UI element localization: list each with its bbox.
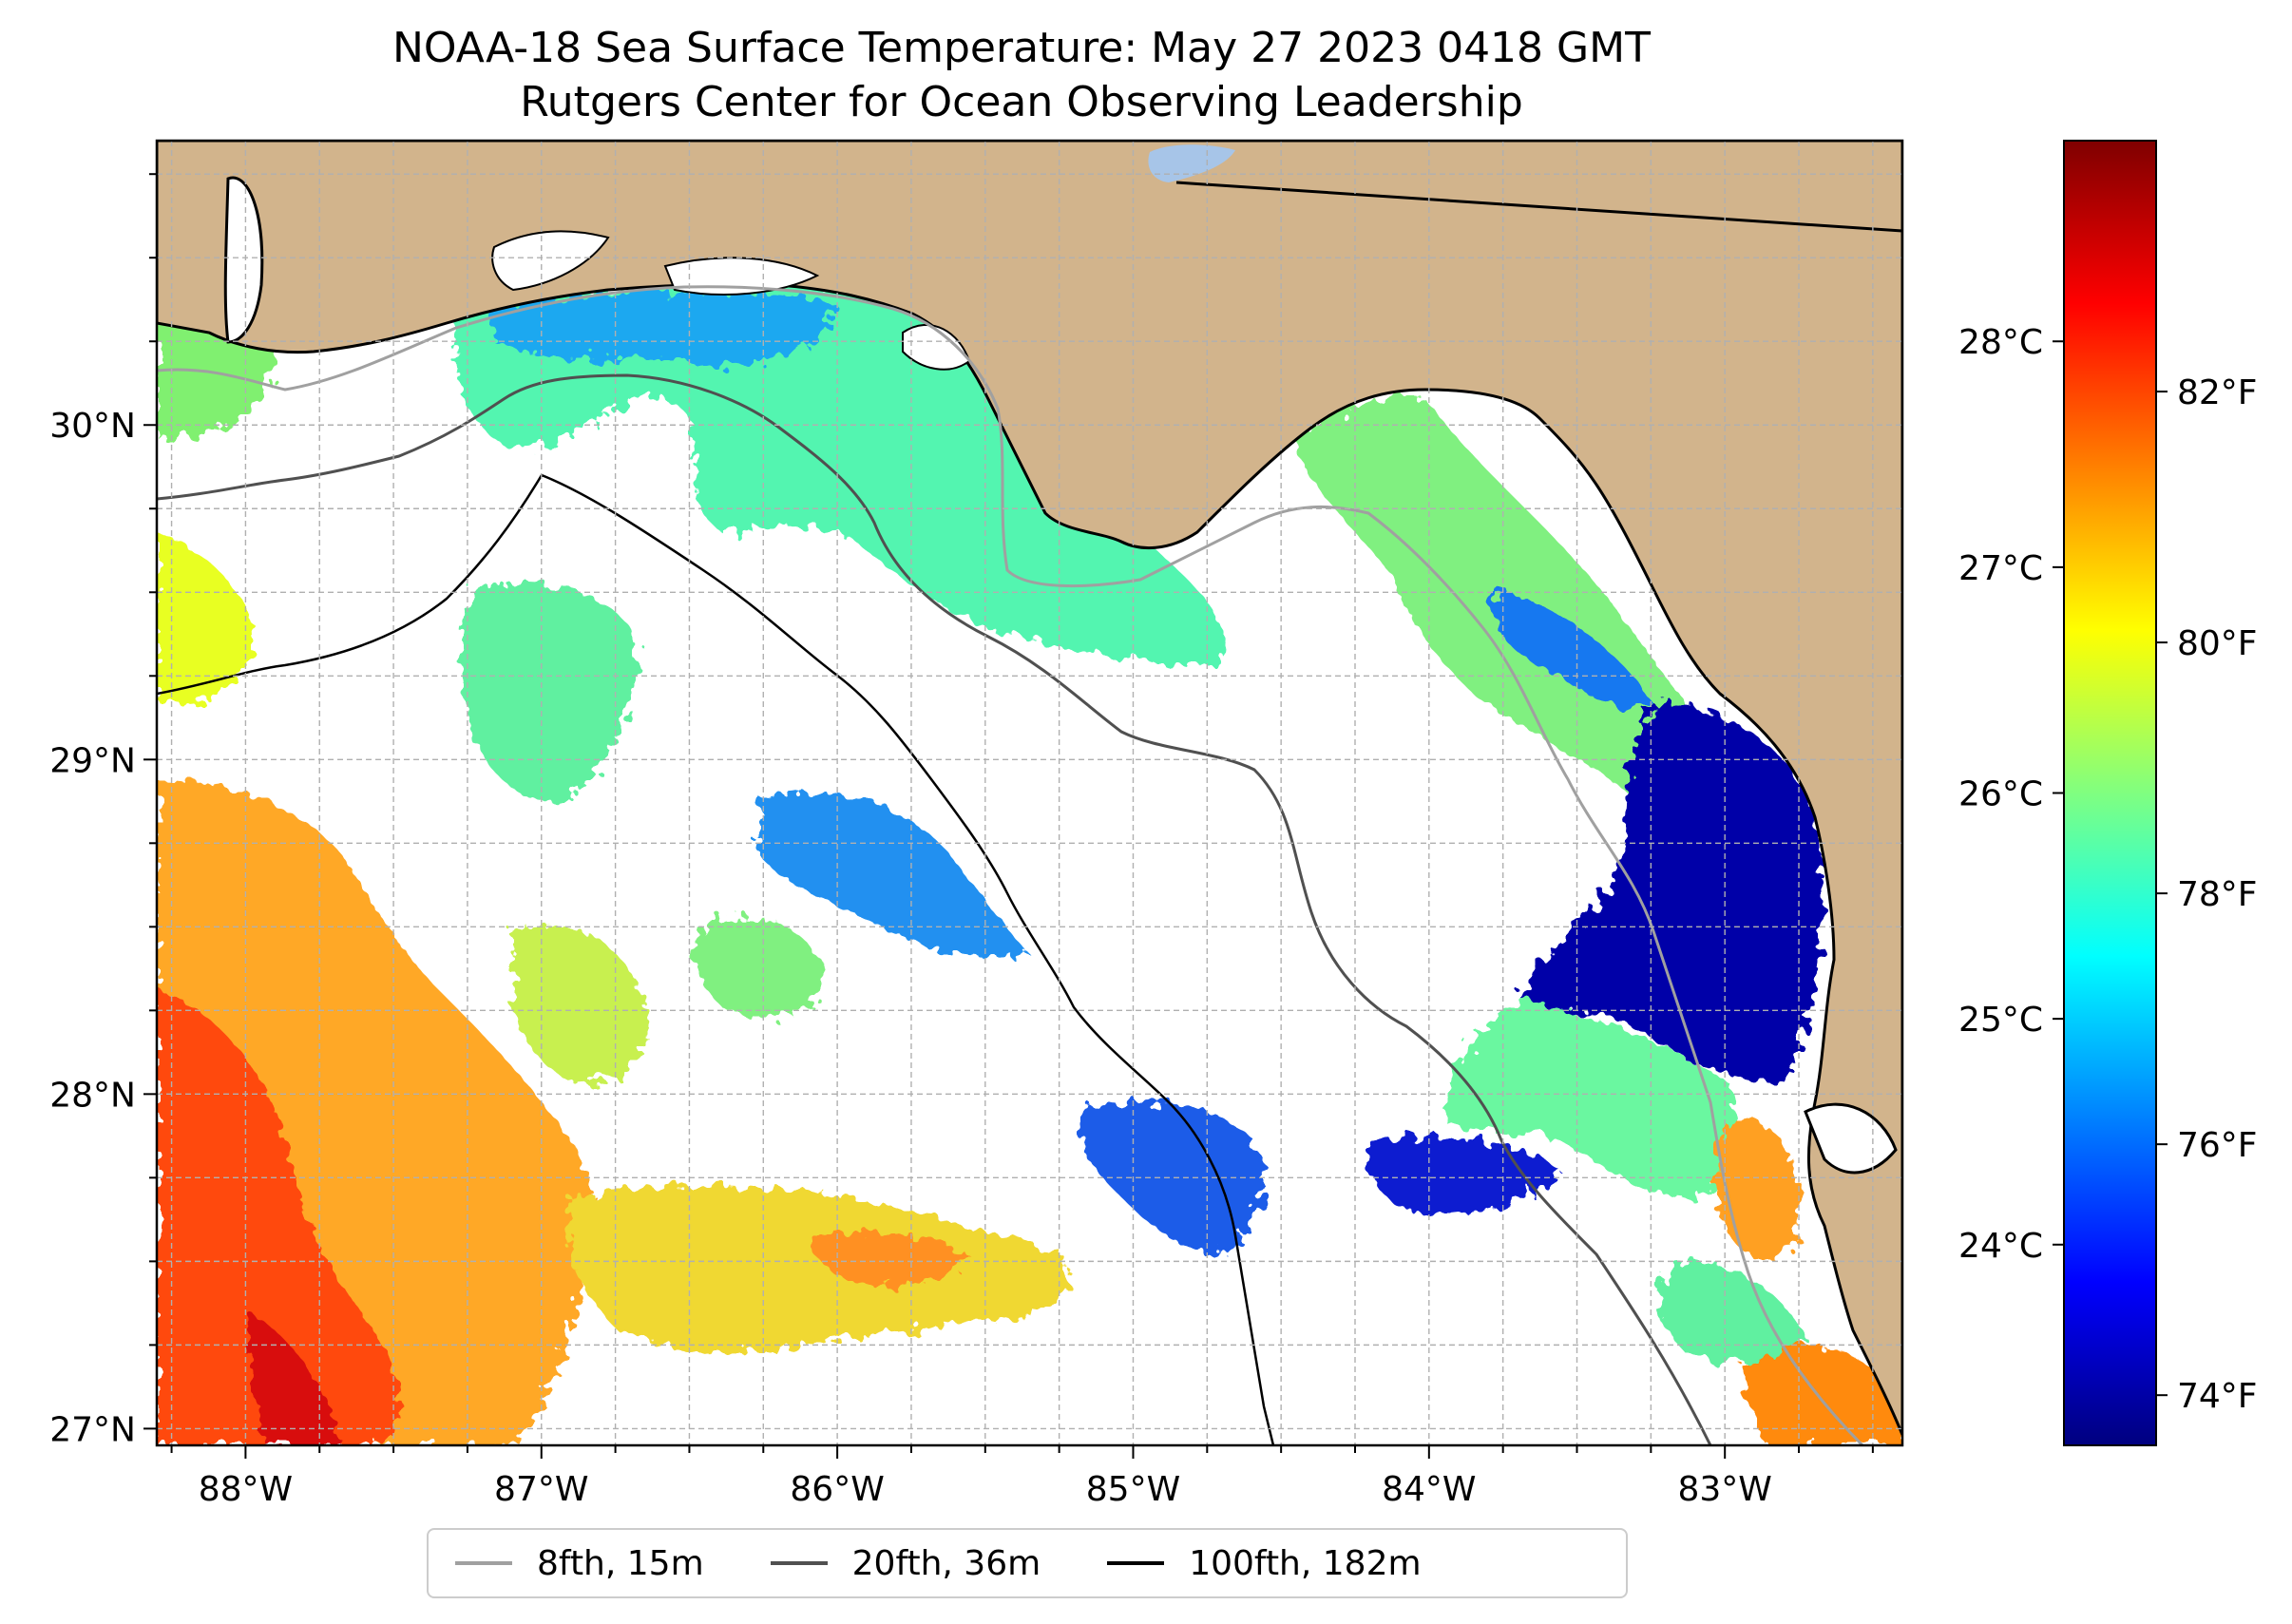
sst-patch-bigbend-blue [1494, 589, 1653, 709]
legend-swatch-20fth [770, 1561, 828, 1565]
colorbar-c-label: 27°C [1958, 549, 2043, 588]
latitude-ticks: 30°N 29°N 28°N 27°N [49, 173, 157, 1449]
map-gridlines [157, 141, 1902, 1445]
sst-patch-west-red [157, 988, 401, 1445]
lon-tick-label: 83°W [1677, 1470, 1771, 1509]
legend-label-8fth: 8fth, 15m [537, 1543, 704, 1583]
sst-patch-center-blue [760, 792, 1026, 959]
lake [1148, 144, 1235, 182]
sst-patch-southeast-green [1659, 1262, 1805, 1363]
legend-label-20fth: 20fth, 36m [851, 1543, 1041, 1583]
lat-tick-label: 30°N [49, 407, 136, 446]
sst-patch-panhandle-band [454, 282, 1226, 665]
legend-swatch-100fth [1107, 1561, 1165, 1565]
sst-patch-middle-blue [1079, 1102, 1263, 1254]
sst-patch-bigbend-south [1444, 998, 1737, 1197]
sst-patch-southeast [1745, 1343, 1902, 1445]
colorbar-c-label: 24°C [1958, 1227, 2043, 1266]
lat-tick-label: 28°N [49, 1076, 136, 1115]
colorbar-c-label: 25°C [1958, 1001, 2043, 1040]
colorbar-celsius-ticks: 24°C 25°C 26°C 27°C 28°C [1958, 323, 2064, 1266]
lon-tick-label: 87°W [494, 1470, 588, 1509]
state-border [1175, 181, 1902, 233]
colorbar-f-label: 76°F [2177, 1126, 2258, 1165]
lon-tick-label: 85°W [1086, 1470, 1180, 1509]
sst-patch-panhandle-blue [494, 291, 836, 367]
colorbar-f-label: 80°F [2177, 624, 2258, 663]
title-line-2: Rutgers Center for Ocean Observing Leade… [520, 78, 1523, 126]
lat-tick-label: 29°N [49, 741, 136, 780]
colorbar-f-label: 74°F [2177, 1377, 2258, 1416]
sst-patch-south-orange [814, 1232, 969, 1287]
legend-item-20fth: 20fth, 36m [770, 1543, 1041, 1583]
sst-patch-center-green [693, 915, 827, 1017]
sst-data-layer [157, 266, 1902, 1445]
colorbar-f-label: 82°F [2177, 373, 2258, 412]
legend-item-100fth: 100fth, 182m [1107, 1543, 1422, 1583]
isobath-100fth [157, 473, 1275, 1445]
longitude-ticks: 88°W 87°W 86°W 85°W 84°W 83°W [170, 1445, 1874, 1509]
map-area: 88°W 87°W 86°W 85°W 84°W 83°W 30°N 29°N 28°N 27°… [49, 139, 1904, 1509]
title-line-1: NOAA-18 Sea Surface Temperature: May 27 … [392, 24, 1651, 72]
lon-tick-label: 88°W [199, 1470, 293, 1509]
colorbar-gradient [2063, 140, 2157, 1446]
colorbar-f-label: 78°F [2177, 875, 2258, 914]
bay-pensacola [491, 230, 610, 292]
sst-patch-center-yellow [513, 925, 648, 1083]
isobath-8fth [157, 285, 1864, 1445]
sst-patch-center-west [461, 582, 639, 804]
map-frame [155, 139, 1904, 1447]
sst-patch-bigbend-darkblue [1520, 703, 1824, 1083]
colorbar-c-label: 26°C [1958, 775, 2043, 814]
colorbar-fahrenheit-ticks: 74°F 76°F 78°F 80°F 82°F [2156, 373, 2258, 1416]
legend-item-8fth: 8fth, 15m [455, 1544, 704, 1583]
colorbar: 74°F 76°F 78°F 80°F 82°F 24°C 25°C 26°C 27°C 28°… [1958, 140, 2258, 1446]
lon-tick-label: 84°W [1382, 1470, 1476, 1509]
sst-patch-south-yellow [567, 1186, 1070, 1353]
legend-swatch-8fth [455, 1561, 512, 1565]
colorbar-c-label: 28°C [1958, 323, 2043, 362]
bay-mobile [223, 176, 264, 344]
lat-tick-label: 27°N [49, 1410, 136, 1449]
isobath-legend: 8fth, 15m 20fth, 36m 100fth, 182m [427, 1528, 1628, 1598]
lon-tick-label: 86°W [790, 1470, 884, 1509]
chart-title: NOAA-18 Sea Surface Temperature: May 27 … [0, 21, 2043, 129]
land-area [157, 141, 1902, 1436]
legend-label-100fth: 100fth, 182m [1189, 1543, 1422, 1583]
sst-patch-west-yellow [157, 532, 257, 703]
